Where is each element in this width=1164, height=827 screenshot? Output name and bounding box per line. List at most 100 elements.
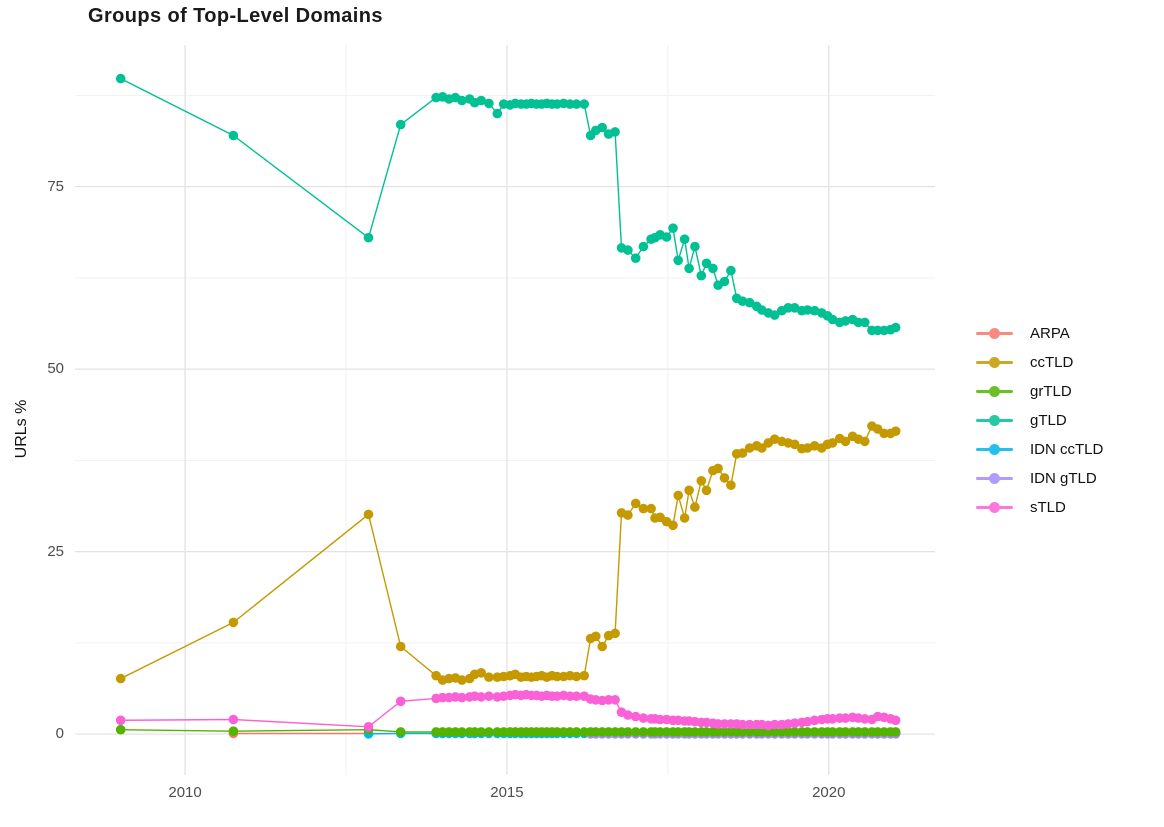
data-point (802, 305, 813, 315)
data-point (789, 727, 800, 737)
data-point (701, 485, 712, 496)
data-point (684, 485, 694, 496)
data-point (630, 498, 641, 509)
legend-label: gTLD (1030, 412, 1067, 429)
data-point (890, 727, 901, 737)
data-point (789, 439, 800, 450)
legend-label: IDN gTLD (1030, 470, 1097, 487)
legend-dot-icon (989, 386, 1000, 397)
data-point (809, 727, 820, 737)
plot-svg (75, 45, 935, 775)
data-point (476, 727, 487, 737)
data-point (769, 310, 780, 320)
data-point (395, 119, 406, 130)
legend-dot-icon (989, 415, 1000, 426)
data-point (719, 276, 730, 287)
data-point (737, 719, 748, 730)
data-point (860, 727, 870, 737)
data-point (484, 672, 494, 682)
legend-label: grTLD (1030, 383, 1072, 400)
data-point (638, 713, 649, 723)
data-point (597, 122, 607, 133)
legend-key-icon (976, 444, 1013, 455)
legend-label: IDN ccTLD (1030, 441, 1104, 458)
data-point (802, 716, 813, 727)
data-point (684, 263, 694, 274)
data-point (840, 713, 851, 723)
data-point (591, 631, 601, 642)
data-point (115, 73, 126, 84)
data-point (630, 711, 641, 722)
legend-label: ARPA (1030, 325, 1070, 342)
data-point (673, 490, 683, 501)
data-point (744, 727, 755, 737)
data-point (597, 641, 607, 652)
data-point (809, 715, 820, 726)
x-tick-label: 2015 (490, 784, 524, 801)
data-point (673, 255, 683, 266)
data-point (476, 668, 487, 678)
data-point (890, 426, 901, 437)
series-ccTLD (115, 421, 901, 685)
data-point (484, 691, 494, 701)
legend-key-icon (976, 386, 1013, 397)
data-point (840, 316, 851, 326)
data-point (571, 727, 582, 737)
data-point (708, 263, 718, 274)
data-point (890, 322, 901, 333)
data-point (476, 95, 487, 106)
data-point (363, 232, 374, 243)
legend-item-grTLD: grTLD (976, 377, 1103, 406)
data-point (638, 727, 649, 737)
legend-dot-icon (989, 357, 1000, 368)
legend-key-icon (976, 328, 1013, 339)
data-point (395, 641, 406, 652)
data-point (701, 258, 712, 269)
data-point (610, 628, 620, 639)
series-gTLD (115, 73, 901, 336)
data-point (679, 234, 690, 244)
data-point (713, 463, 723, 474)
data-point (769, 727, 780, 737)
legend-label: sTLD (1030, 499, 1066, 516)
series-sTLD (115, 689, 901, 732)
data-point (623, 510, 633, 520)
data-point (737, 727, 748, 737)
data-point (690, 502, 700, 512)
data-point (737, 448, 748, 458)
x-tick-label: 2010 (168, 784, 202, 801)
legend-item-ccTLD: ccTLD (976, 348, 1103, 377)
data-point (457, 692, 467, 703)
y-axis-title: URLs % (13, 399, 30, 459)
gridlines (75, 45, 935, 775)
data-point (726, 480, 736, 491)
legend-item-gTLD: gTLD (976, 406, 1103, 435)
data-point (115, 673, 126, 684)
data-point (115, 715, 126, 726)
data-point (623, 245, 633, 255)
y-tick-label: 0 (55, 725, 64, 743)
y-tick-label: 75 (47, 177, 64, 195)
x-tick-label: 2020 (812, 784, 846, 801)
data-point (719, 473, 730, 483)
legend-item-ARPA: ARPA (976, 319, 1103, 348)
data-point (610, 127, 620, 137)
data-point (668, 520, 678, 531)
data-point (228, 617, 239, 628)
legend-key-icon (976, 357, 1013, 368)
data-point (476, 692, 487, 702)
chart-title: Groups of Top-Level Domains (88, 5, 383, 27)
data-point (630, 727, 641, 737)
data-point (115, 724, 126, 735)
data-point (757, 443, 767, 453)
data-point (579, 99, 589, 109)
data-point (363, 722, 374, 732)
y-tick-label: 50 (47, 360, 64, 378)
plot-panel (75, 45, 935, 775)
data-point (696, 270, 707, 281)
data-point (789, 718, 800, 728)
data-point (840, 727, 851, 737)
data-point (840, 436, 851, 447)
data-point (492, 108, 503, 119)
